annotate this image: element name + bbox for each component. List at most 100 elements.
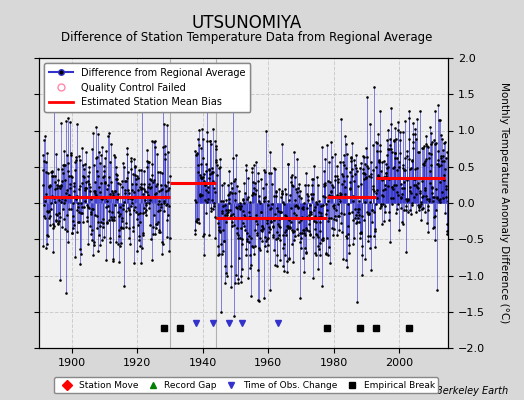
Point	[239, 196, 247, 202]
Point	[100, 167, 108, 174]
Point	[58, 178, 67, 184]
Point	[69, 213, 78, 219]
Point	[411, 182, 420, 188]
Point	[397, 204, 405, 211]
Point	[438, 155, 446, 161]
Point	[194, 127, 203, 134]
Point	[144, 184, 152, 190]
Point	[236, 273, 245, 279]
Point	[99, 224, 107, 230]
Point	[345, 185, 354, 191]
Point	[237, 266, 246, 272]
Point	[41, 215, 49, 221]
Point	[402, 203, 410, 210]
Point	[121, 190, 129, 196]
Point	[156, 207, 164, 214]
Point	[326, 214, 335, 221]
Point	[85, 188, 94, 195]
Point	[326, 188, 335, 194]
Point	[241, 200, 249, 206]
Point	[46, 212, 54, 219]
Point	[284, 161, 292, 168]
Point	[224, 182, 232, 188]
Point	[39, 158, 48, 164]
Point	[166, 172, 174, 179]
Point	[255, 198, 263, 204]
Point	[209, 126, 217, 132]
Point	[322, 251, 331, 258]
Point	[273, 263, 281, 269]
Point	[409, 120, 418, 126]
Point	[164, 179, 172, 185]
Point	[70, 187, 79, 194]
Point	[209, 206, 217, 212]
Point	[332, 217, 341, 224]
Point	[268, 223, 277, 230]
Point	[410, 175, 418, 182]
Point	[323, 198, 332, 204]
Point	[192, 150, 201, 157]
Point	[411, 166, 419, 172]
Point	[373, 148, 381, 154]
Point	[266, 287, 274, 293]
Point	[141, 209, 149, 216]
Point	[317, 203, 325, 210]
Point	[270, 193, 278, 200]
Point	[78, 210, 86, 216]
Point	[57, 182, 65, 189]
Point	[118, 202, 127, 208]
Point	[134, 187, 143, 193]
Point	[128, 196, 137, 202]
Point	[203, 184, 212, 190]
Point	[340, 162, 348, 168]
Point	[162, 217, 171, 224]
Point	[332, 173, 341, 180]
Point	[293, 204, 302, 210]
Point	[85, 168, 94, 175]
Point	[214, 252, 222, 258]
Point	[219, 226, 227, 233]
Point	[143, 147, 151, 153]
Point	[144, 159, 152, 165]
Point	[428, 190, 436, 196]
Point	[280, 252, 289, 258]
Point	[77, 200, 85, 207]
Point	[200, 170, 208, 177]
Point	[105, 130, 113, 136]
Point	[414, 149, 422, 156]
Point	[253, 232, 261, 238]
Point	[193, 150, 202, 156]
Point	[304, 193, 312, 200]
Point	[296, 239, 304, 245]
Point	[349, 240, 357, 247]
Point	[68, 174, 76, 180]
Point	[297, 235, 305, 242]
Point	[89, 162, 97, 168]
Point	[89, 206, 97, 212]
Point	[249, 251, 258, 258]
Point	[422, 220, 431, 226]
Point	[285, 256, 293, 262]
Point	[376, 147, 385, 154]
Point	[431, 141, 440, 148]
Point	[249, 244, 257, 250]
Point	[332, 207, 340, 214]
Point	[130, 164, 139, 170]
Point	[303, 214, 312, 220]
Point	[166, 234, 174, 241]
Point	[208, 170, 216, 177]
Point	[348, 209, 356, 215]
Point	[294, 232, 302, 238]
Point	[152, 183, 160, 190]
Point	[54, 197, 63, 203]
Point	[263, 248, 271, 254]
Point	[441, 166, 449, 172]
Point	[365, 173, 374, 179]
Point	[315, 198, 323, 204]
Point	[52, 210, 60, 217]
Point	[198, 126, 206, 133]
Point	[277, 209, 285, 215]
Point	[147, 236, 156, 242]
Point	[358, 242, 366, 249]
Point	[403, 196, 412, 203]
